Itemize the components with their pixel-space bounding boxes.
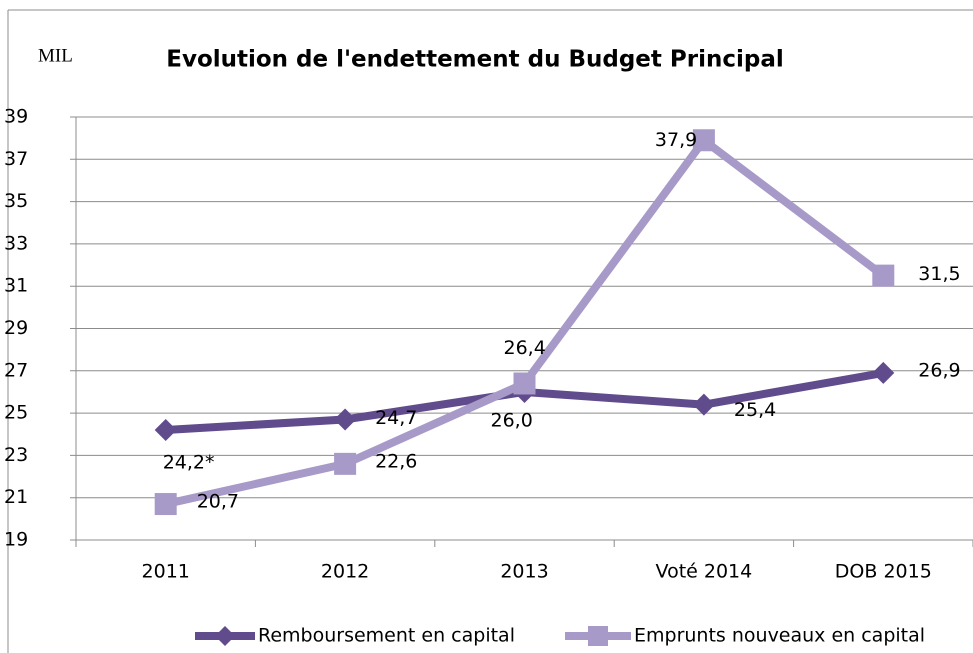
data-point <box>154 419 177 442</box>
data-point <box>513 372 536 395</box>
legend-marker <box>588 626 608 646</box>
data-label: 24,7 <box>375 407 417 429</box>
y-tick-label: 33 <box>4 232 28 254</box>
y-tick-label: 25 <box>4 402 28 424</box>
unit-label: MIL <box>38 45 73 66</box>
data-label: 37,9 <box>655 129 697 151</box>
y-tick-label: 35 <box>4 190 28 212</box>
y-tick-label: 29 <box>4 317 28 339</box>
x-tick-label: Voté 2014 <box>656 561 753 583</box>
data-point <box>334 408 357 431</box>
data-label: 20,7 <box>197 491 239 513</box>
data-point <box>334 452 357 475</box>
data-label: 26,0 <box>491 409 533 431</box>
data-label: 26,4 <box>504 337 546 359</box>
x-tick-label: 2011 <box>142 561 190 583</box>
y-tick-label: 23 <box>4 444 28 466</box>
chart-title: Evolution de l'endettement du Budget Pri… <box>166 47 784 73</box>
legend-marker <box>215 626 235 646</box>
data-point <box>692 393 715 416</box>
x-tick-label: DOB 2015 <box>835 561 932 583</box>
y-tick-label: 37 <box>4 148 28 170</box>
x-tick-label: 2012 <box>321 561 369 583</box>
data-point <box>154 493 177 516</box>
y-tick-label: 27 <box>4 359 28 381</box>
legend-label: Remboursement en capital <box>258 625 515 647</box>
data-label: 31,5 <box>918 263 960 285</box>
y-tick-label: 39 <box>4 106 28 128</box>
data-label: 22,6 <box>375 450 417 472</box>
y-tick-label: 19 <box>4 529 28 551</box>
data-label: 24,2* <box>163 452 215 474</box>
y-tick-label: 21 <box>4 486 28 508</box>
series-line <box>164 136 886 508</box>
data-point <box>872 361 895 384</box>
x-tick-label: 2013 <box>500 561 548 583</box>
data-point <box>872 264 895 287</box>
data-label: 26,9 <box>918 359 960 381</box>
data-label: 25,4 <box>734 399 776 421</box>
legend-label: Emprunts nouveaux en capital <box>634 625 925 647</box>
y-tick-label: 31 <box>4 275 28 297</box>
data-point <box>692 129 715 152</box>
